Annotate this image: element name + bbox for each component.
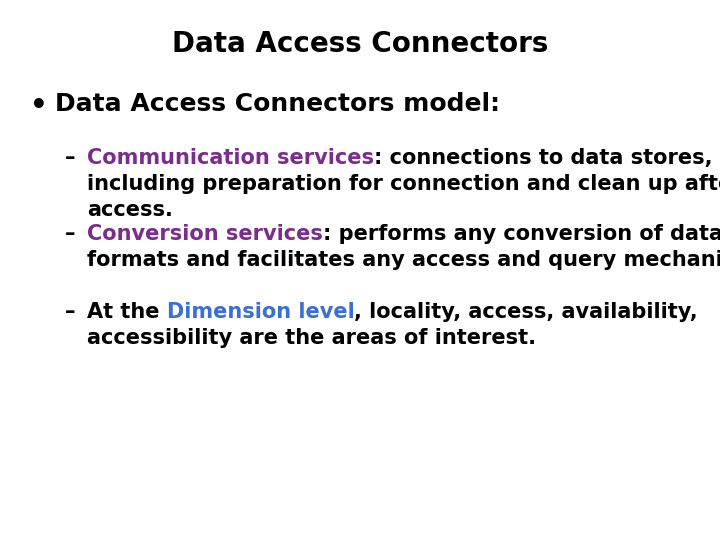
Text: , locality, access, availability,: , locality, access, availability, — [354, 302, 698, 322]
Text: Communication services: Communication services — [87, 148, 374, 168]
Text: At the: At the — [87, 302, 167, 322]
Text: –: – — [65, 148, 76, 168]
Text: –: – — [65, 224, 76, 244]
Text: Conversion services: Conversion services — [87, 224, 323, 244]
Text: Data Access Connectors model:: Data Access Connectors model: — [55, 92, 500, 116]
Text: : connections to data stores,: : connections to data stores, — [374, 148, 713, 168]
Text: : performs any conversion of data: : performs any conversion of data — [323, 224, 720, 244]
Text: accessibility are the areas of interest.: accessibility are the areas of interest. — [87, 328, 536, 348]
Text: •: • — [30, 92, 48, 120]
Text: –: – — [65, 302, 76, 322]
Text: including preparation for connection and clean up after: including preparation for connection and… — [87, 174, 720, 194]
Text: Data Access Connectors: Data Access Connectors — [172, 30, 548, 58]
Text: formats and facilitates any access and query mechanisms.: formats and facilitates any access and q… — [87, 250, 720, 270]
Text: Dimension level: Dimension level — [167, 302, 354, 322]
Text: access.: access. — [87, 200, 173, 220]
